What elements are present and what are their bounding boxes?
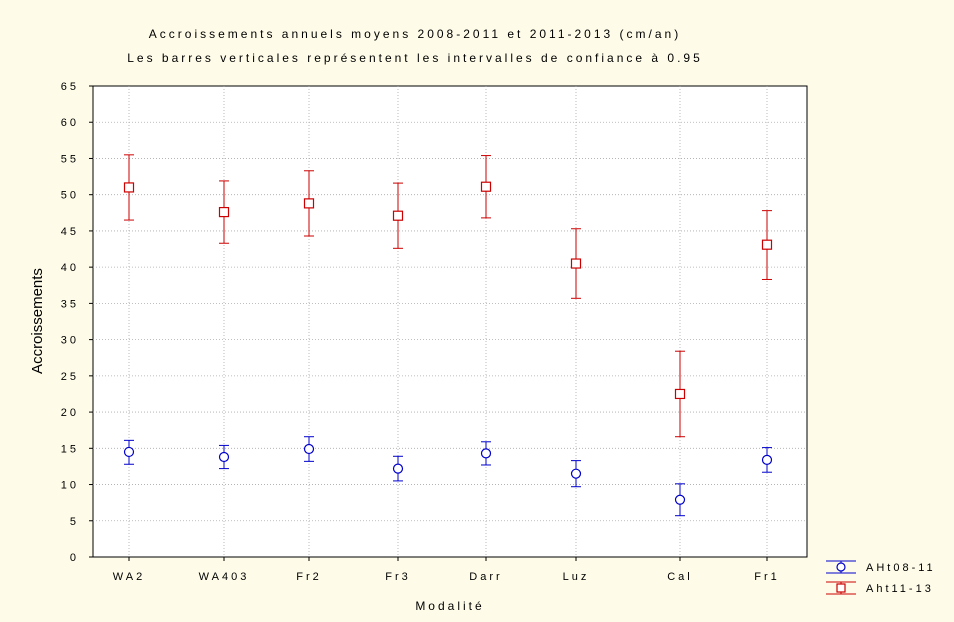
y-tick-label: 40 [61,262,79,274]
legend-marker [836,562,846,572]
data-point [761,454,773,466]
x-tick-label: Fr3 [385,571,411,583]
data-point [303,198,315,209]
data-point [123,182,135,193]
data-point [218,206,230,218]
x-tick-label: WA2 [113,571,145,583]
plot-area [92,85,808,558]
y-tick-label: 45 [61,226,79,238]
series-marks [123,154,773,517]
y-tick-label: 0 [70,552,79,564]
legend-marker [836,583,846,593]
y-tick-label: 30 [61,335,79,347]
y-tick-label: 65 [61,81,79,93]
x-tick-label: Cal [667,571,693,583]
legend-label: AHt08-11 [866,562,936,574]
y-tick-label: 15 [61,443,79,455]
data-point [392,463,404,474]
y-tick-label: 50 [61,190,79,202]
data-point [303,443,315,455]
series-2 [123,154,773,438]
y-tick-label: 5 [70,516,79,528]
x-tick-label: Luz [563,571,590,583]
data-point [123,446,135,458]
chart-subtitle: Les barres verticales représentent les i… [127,51,703,65]
y-tick-label: 10 [61,480,79,492]
x-tick-label: WA403 [199,571,250,583]
y-axis: 0 5 10 15 20 25 30 35 40 45 50 55 60 65 [61,81,93,564]
x-axis-label: Modalité [415,599,484,613]
data-point [480,181,492,192]
x-tick-label: Fr1 [754,571,780,583]
chart-title: Accroissements annuels moyens 2008-2011 … [149,27,681,41]
y-axis-label: Accroissements [29,268,46,374]
y-tick-label: 55 [61,153,79,165]
x-tick-label: Fr2 [296,571,322,583]
y-tick-label: 35 [61,298,79,310]
x-axis: WA2 WA403 Fr2 Fr3 Darr Luz Cal Fr1 [113,557,780,583]
y-tick-label: 25 [61,371,79,383]
y-tick-label: 20 [61,407,79,419]
legend-entry: Aht11-13 [826,581,934,595]
data-point [218,451,230,463]
x-tick-label: Darr [469,571,502,583]
data-point [761,239,773,250]
data-point [392,210,404,221]
legend-label: Aht11-13 [866,583,934,595]
data-point [480,448,492,459]
legend: AHt08-11 Aht11-13 [826,560,936,595]
y-tick-label: 60 [61,117,79,129]
data-point [674,494,686,505]
data-point [570,468,582,479]
data-point [570,258,582,269]
data-point [674,388,686,400]
series-1 [123,436,773,517]
legend-entry: AHt08-11 [826,560,936,574]
